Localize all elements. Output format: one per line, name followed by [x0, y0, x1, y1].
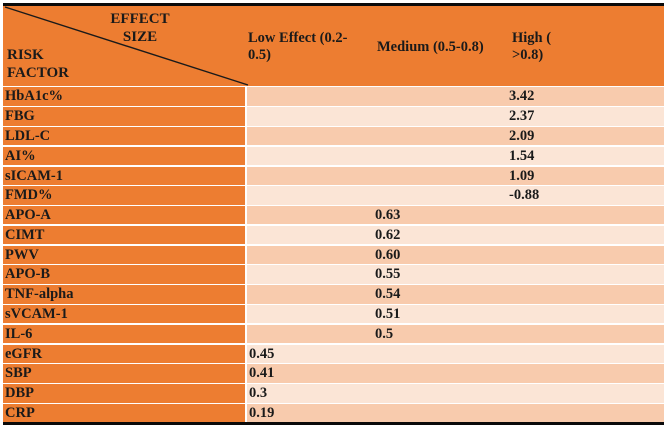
row-data-cells: 3.42: [247, 87, 664, 106]
effect-size-table: EFFECT SIZE RISK FACTOR Low Effect (0.2-…: [3, 3, 664, 426]
column-divider: [245, 146, 247, 166]
effect-size-value: 0.41: [249, 365, 275, 382]
column-divider: [245, 285, 247, 304]
effect-size-value: 0.62: [375, 226, 401, 243]
effect-size-value: 2.37: [509, 108, 535, 125]
effect-size-value: 0.3: [249, 385, 268, 402]
table-row: CIMT 0.62: [3, 225, 664, 245]
table-row: SBP 0.41: [3, 364, 664, 383]
row-data-cells: 0.55: [247, 265, 664, 284]
effect-size-value: 2.09: [509, 127, 535, 144]
row-data-cells: 0.5: [247, 324, 664, 344]
corner-effect-size-label: EFFECT SIZE: [110, 11, 170, 45]
risk-factor-label: DBP: [3, 384, 245, 403]
effect-size-value: 0.54: [375, 286, 401, 303]
risk-factor-label: LDL-C: [3, 126, 245, 146]
effect-size-value: -0.88: [509, 187, 540, 204]
column-header-high-effect: High ( >0.8): [512, 30, 552, 63]
effect-size-value: 0.51: [375, 305, 401, 322]
table-row: eGFR 0.45: [3, 344, 664, 363]
table-row: FBG 2.37: [3, 107, 664, 126]
diagonal-divider-line: [4, 6, 249, 86]
column-divider: [245, 265, 247, 284]
effect-size-value: 0.5: [375, 325, 394, 342]
row-data-cells: 0.41: [247, 364, 664, 383]
column-divider: [245, 344, 247, 363]
row-data-cells: 0.60: [247, 245, 664, 265]
row-data-cells: 1.09: [247, 166, 664, 185]
row-data-cells: 0.19: [247, 403, 664, 423]
column-divider: [245, 403, 247, 423]
column-divider: [245, 206, 247, 225]
table-row: IL-6 0.5: [3, 324, 664, 344]
risk-factor-label: HbA1c%: [3, 87, 245, 106]
risk-factor-label: FMD%: [3, 186, 245, 205]
column-divider: [245, 87, 247, 106]
row-data-cells: 1.54: [247, 146, 664, 166]
table-row: LDL-C 2.09: [3, 126, 664, 146]
table-row: sVCAM-1 0.51: [3, 304, 664, 324]
column-divider: [245, 126, 247, 146]
column-divider: [245, 304, 247, 324]
column-divider: [245, 186, 247, 205]
effect-size-value: 0.63: [375, 207, 401, 224]
table-row: HbA1c% 3.42: [3, 87, 664, 106]
column-divider: [245, 324, 247, 344]
table-row: FMD% -0.88: [3, 186, 664, 205]
risk-factor-label: AI%: [3, 146, 245, 166]
row-data-cells: 0.62: [247, 225, 664, 245]
risk-factor-label: APO-A: [3, 206, 245, 225]
table-header-row: EFFECT SIZE RISK FACTOR Low Effect (0.2-…: [3, 6, 664, 86]
table-rows: HbA1c% 3.42 FBG 2.37 LDL-C 2.09 AI% 1.54…: [3, 87, 664, 423]
table-row: PWV 0.60: [3, 245, 664, 265]
column-header-medium-effect: Medium (0.5-0.8): [377, 39, 484, 55]
risk-factor-label: CIMT: [3, 225, 245, 245]
risk-factor-label: CRP: [3, 403, 245, 423]
risk-factor-label: sVCAM-1: [3, 304, 245, 324]
table-top-border: [3, 3, 664, 6]
table-row: TNF-alpha 0.54: [3, 285, 664, 304]
risk-factor-label: SBP: [3, 364, 245, 383]
risk-factor-label: eGFR: [3, 344, 245, 363]
row-data-cells: 0.45: [247, 344, 664, 363]
table-row: AI% 1.54: [3, 146, 664, 166]
risk-factor-label: TNF-alpha: [3, 285, 245, 304]
column-header-low-effect: Low Effect (0.2-0.5): [248, 30, 348, 63]
risk-factor-label: APO-B: [3, 265, 245, 284]
row-data-cells: 0.54: [247, 285, 664, 304]
effect-size-value: 0.60: [375, 246, 401, 263]
row-data-cells: 0.3: [247, 384, 664, 403]
table-row: CRP 0.19: [3, 403, 664, 423]
risk-factor-label: PWV: [3, 245, 245, 265]
table-row: sICAM-1 1.09: [3, 166, 664, 185]
table-bottom-border: [3, 422, 664, 426]
effect-size-value: 1.09: [509, 167, 535, 184]
table-row: DBP 0.3: [3, 384, 664, 403]
column-divider: [245, 364, 247, 383]
risk-factor-label: FBG: [3, 107, 245, 126]
column-divider: [245, 384, 247, 403]
column-divider: [245, 107, 247, 126]
effect-size-value: 3.42: [509, 88, 535, 105]
column-divider: [245, 166, 247, 185]
row-data-cells: -0.88: [247, 186, 664, 205]
row-data-cells: 2.09: [247, 126, 664, 146]
effect-size-value: 0.19: [249, 404, 275, 421]
risk-factor-label: sICAM-1: [3, 166, 245, 185]
table-row: APO-A 0.63: [3, 206, 664, 225]
row-data-cells: 2.37: [247, 107, 664, 126]
table-row: APO-B 0.55: [3, 265, 664, 284]
effect-size-value: 1.54: [509, 147, 535, 164]
column-divider: [245, 245, 247, 265]
row-data-cells: 0.51: [247, 304, 664, 324]
effect-size-value: 0.55: [375, 266, 401, 283]
row-data-cells: 0.63: [247, 206, 664, 225]
corner-risk-factor-label: RISK FACTOR: [7, 47, 69, 81]
column-divider: [245, 225, 247, 245]
effect-size-value: 0.45: [249, 345, 275, 362]
risk-factor-label: IL-6: [3, 324, 245, 344]
